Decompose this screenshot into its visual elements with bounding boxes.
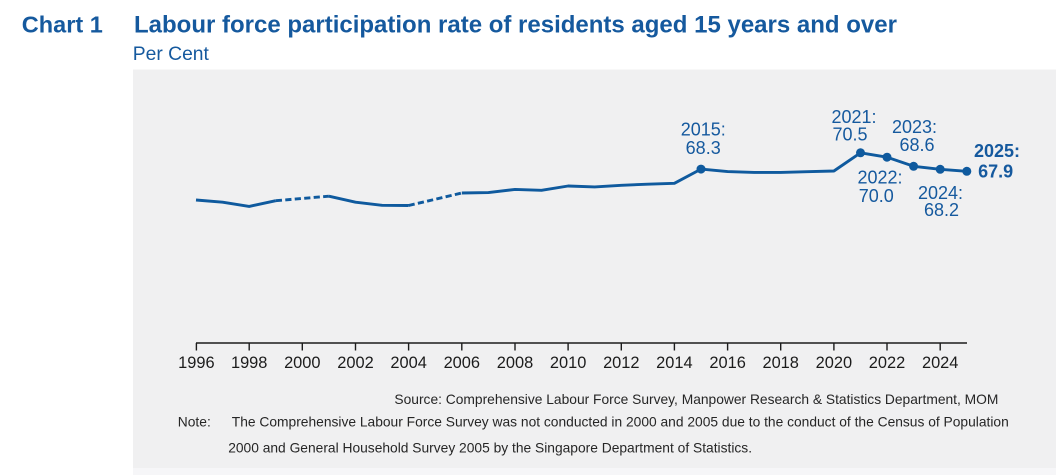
svg-text:Chart 1: Chart 1: [22, 11, 103, 37]
svg-text:2022: 2022: [869, 354, 905, 372]
svg-text:2002: 2002: [337, 354, 373, 372]
svg-text:2022:: 2022:: [857, 168, 902, 188]
svg-text:1996: 1996: [178, 354, 214, 372]
svg-text:Labour force participation rat: Labour force participation rate of resid…: [134, 11, 897, 38]
svg-text:2018: 2018: [762, 354, 798, 372]
svg-text:Per Cent: Per Cent: [133, 44, 210, 65]
svg-text:1998: 1998: [231, 354, 267, 372]
svg-text:2020: 2020: [816, 354, 852, 372]
svg-text:2024: 2024: [922, 354, 958, 372]
svg-text:68.6: 68.6: [899, 135, 934, 155]
svg-text:The Comprehensive Labour Force: The Comprehensive Labour Force Survey wa…: [232, 414, 1009, 429]
svg-text:2021:: 2021:: [831, 107, 876, 127]
svg-text:2012: 2012: [603, 354, 639, 372]
svg-text:68.2: 68.2: [924, 200, 959, 220]
svg-text:67.9: 67.9: [978, 162, 1013, 182]
svg-text:70.0: 70.0: [859, 186, 894, 206]
svg-text:2014: 2014: [656, 354, 692, 372]
svg-text:2015:: 2015:: [681, 120, 726, 140]
svg-text:2004: 2004: [390, 354, 426, 372]
svg-text:2024:: 2024:: [918, 183, 963, 203]
svg-text:2010: 2010: [550, 354, 586, 372]
svg-text:Source: Comprehensive Labour F: Source: Comprehensive Labour Force Surve…: [394, 392, 998, 407]
svg-text:2006: 2006: [444, 354, 480, 372]
svg-text:70.5: 70.5: [832, 124, 867, 144]
svg-text:2025:: 2025:: [974, 141, 1020, 161]
svg-text:2000: 2000: [284, 354, 320, 372]
svg-text:2008: 2008: [497, 354, 533, 372]
svg-text:2023:: 2023:: [892, 117, 937, 137]
svg-text:68.3: 68.3: [686, 138, 721, 158]
svg-text:2000 and General Household Sur: 2000 and General Household Survey 2005 b…: [228, 440, 752, 455]
svg-text:2016: 2016: [709, 354, 745, 372]
svg-text:Note:: Note:: [178, 414, 211, 429]
